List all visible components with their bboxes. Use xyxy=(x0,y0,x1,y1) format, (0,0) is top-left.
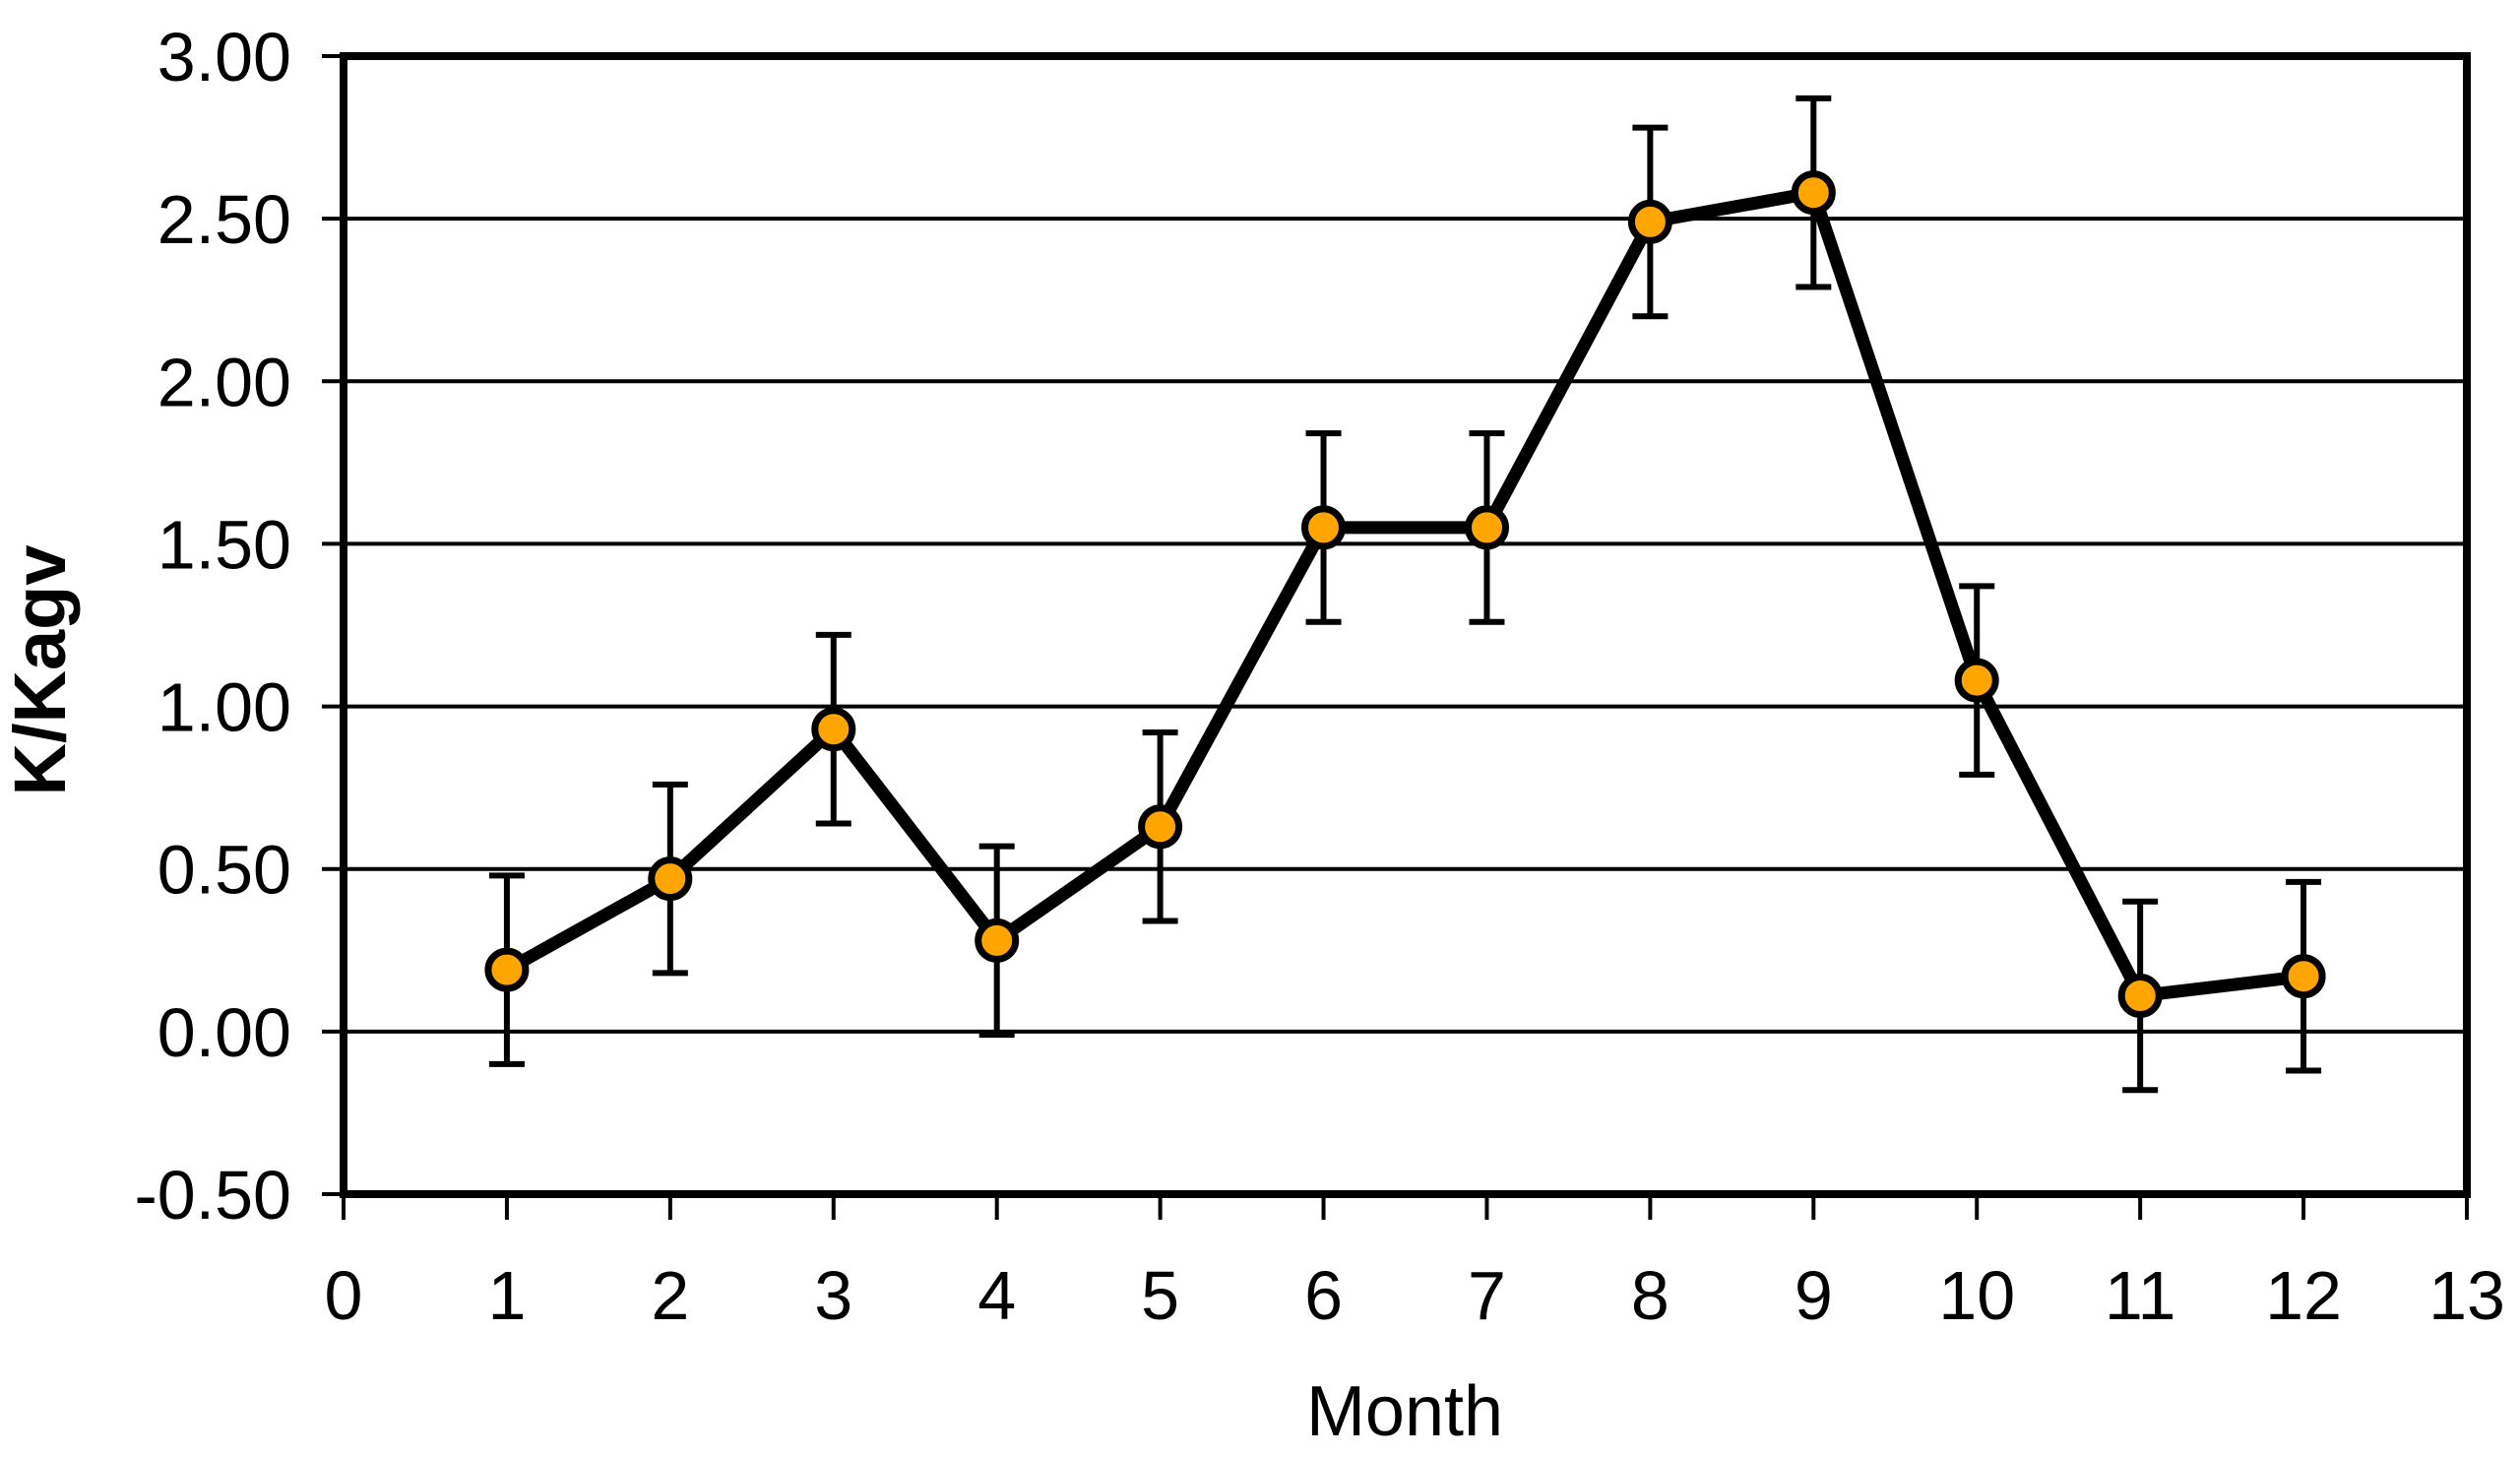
x-tick-label: 5 xyxy=(1141,1257,1179,1334)
x-tick-label: 9 xyxy=(1795,1257,1833,1334)
x-axis-title: Month xyxy=(1306,1372,1503,1451)
y-tick-label: 1.00 xyxy=(158,669,291,746)
data-point-month-8 xyxy=(1627,199,1672,244)
x-tick-label: 3 xyxy=(814,1257,852,1334)
x-tick-label: 11 xyxy=(2105,1257,2176,1334)
x-tick-label: 13 xyxy=(2428,1257,2505,1334)
data-point-month-4 xyxy=(975,918,1020,963)
x-tick-label: 12 xyxy=(2265,1257,2342,1334)
x-tick-label: 2 xyxy=(651,1257,689,1334)
data-point-month-1 xyxy=(484,947,530,992)
y-axis-title: K/Kagv xyxy=(0,545,81,796)
data-point-month-11 xyxy=(2117,974,2163,1018)
y-tick-labels: -0.50 0.00 0.50 1.00 1.50 2.00 2.50 3.00 xyxy=(134,19,291,1234)
x-axis-ticks xyxy=(342,1194,2469,1220)
x-tick-label: 1 xyxy=(487,1257,526,1334)
markers xyxy=(484,170,2326,1018)
x-tick-label: 4 xyxy=(977,1257,1016,1334)
y-tick-label: 0.50 xyxy=(158,832,291,909)
y-tick-label: 1.50 xyxy=(158,506,291,583)
x-tick-label: 6 xyxy=(1304,1257,1343,1334)
x-tick-label: 10 xyxy=(1938,1257,2015,1334)
plot-frame xyxy=(340,52,2471,1198)
y-tick-label: 2.50 xyxy=(158,181,291,258)
error-bars xyxy=(488,95,2322,1094)
data-point-month-3 xyxy=(811,707,856,752)
data-point-month-6 xyxy=(1301,505,1346,550)
y-tick-label: -0.50 xyxy=(134,1157,291,1234)
x-tick-labels: 0 1 2 3 4 5 6 7 8 9 10 11 12 13 xyxy=(325,1257,2505,1334)
data-point-month-5 xyxy=(1138,804,1183,850)
data-point-month-9 xyxy=(1791,170,1836,216)
data-point-month-7 xyxy=(1465,505,1509,550)
x-tick-label: 8 xyxy=(1631,1257,1670,1334)
y-tick-label: 0.00 xyxy=(158,994,291,1071)
x-tick-label: 0 xyxy=(325,1257,363,1334)
y-tick-label: 2.00 xyxy=(158,344,291,420)
series-line xyxy=(500,186,2310,1002)
y-tick-label: 3.00 xyxy=(158,19,291,95)
data-point-month-10 xyxy=(1954,658,1999,703)
gridlines xyxy=(344,54,2467,1196)
data-point-month-2 xyxy=(648,856,693,902)
x-tick-label: 7 xyxy=(1468,1257,1506,1334)
data-point-month-12 xyxy=(2281,954,2326,999)
